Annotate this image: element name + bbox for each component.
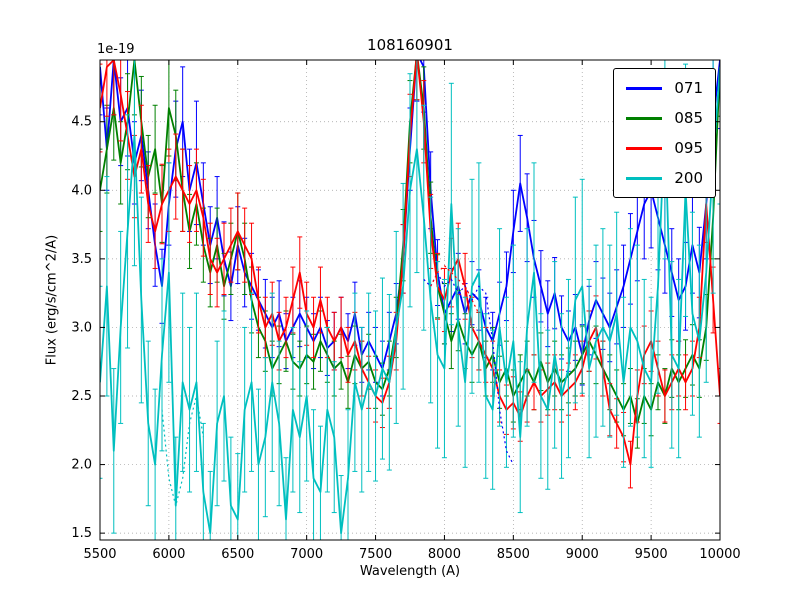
legend-line-swatch bbox=[626, 176, 663, 180]
svg-text:8000: 8000 bbox=[428, 547, 461, 562]
legend-entry-071: 071 bbox=[626, 77, 703, 99]
svg-text:6000: 6000 bbox=[152, 547, 185, 562]
svg-text:7500: 7500 bbox=[359, 547, 392, 562]
svg-text:9000: 9000 bbox=[566, 547, 599, 562]
svg-text:9500: 9500 bbox=[635, 547, 668, 562]
legend-line-swatch bbox=[626, 146, 663, 150]
svg-text:4.0: 4.0 bbox=[71, 183, 92, 198]
legend-entry-085: 085 bbox=[626, 107, 703, 129]
svg-text:2.0: 2.0 bbox=[71, 458, 92, 473]
y-axis-offset-label: 1e-19 bbox=[97, 42, 135, 57]
svg-text:10000: 10000 bbox=[699, 547, 740, 562]
svg-text:3.0: 3.0 bbox=[71, 320, 92, 335]
chart-title: 108160901 bbox=[367, 36, 453, 54]
svg-text:4.5: 4.5 bbox=[71, 115, 92, 130]
legend-label: 095 bbox=[674, 139, 703, 157]
legend-label: 085 bbox=[674, 109, 703, 127]
legend-entry-200: 200 bbox=[626, 167, 703, 189]
legend: 071 085 095 200 bbox=[613, 68, 716, 198]
svg-text:3.5: 3.5 bbox=[71, 252, 92, 267]
svg-text:5500: 5500 bbox=[83, 547, 116, 562]
svg-text:8500: 8500 bbox=[497, 547, 530, 562]
svg-text:7000: 7000 bbox=[290, 547, 323, 562]
svg-text:6500: 6500 bbox=[221, 547, 254, 562]
svg-text:1.5: 1.5 bbox=[71, 526, 92, 541]
legend-line-swatch bbox=[626, 86, 663, 90]
x-axis-label: Wavelength (A) bbox=[359, 564, 461, 579]
legend-label: 071 bbox=[674, 79, 703, 97]
legend-label: 200 bbox=[674, 169, 703, 187]
svg-text:2.5: 2.5 bbox=[71, 389, 92, 404]
legend-entry-095: 095 bbox=[626, 137, 703, 159]
y-axis-label: Flux (erg/s/cm^2/A) bbox=[44, 234, 60, 366]
legend-line-swatch bbox=[626, 116, 663, 120]
